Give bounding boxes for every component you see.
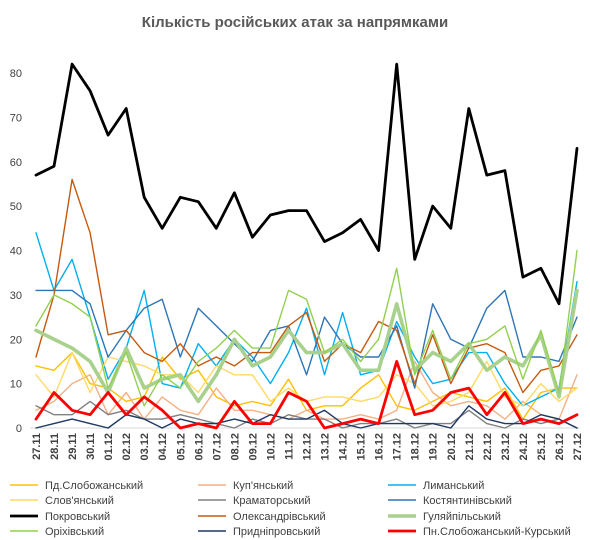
legend-item-kupianskyi: Куп'янський	[198, 480, 293, 492]
legend-label: Пд.Слобожанський	[45, 480, 143, 492]
legend-item-kramatorskyi: Краматорський	[198, 495, 311, 507]
x-tick-label: 06.12	[193, 433, 205, 461]
legend-label: Костянтинівський	[423, 495, 512, 507]
x-tick-label: 19.12	[428, 433, 440, 461]
series-line-kupianskyi	[35, 360, 578, 420]
y-tick-label: 60	[10, 157, 22, 169]
legend-item-prydniprovskyi: Придніпровський	[198, 526, 320, 538]
legend-label: Краматорський	[233, 495, 311, 507]
x-tick-label: 02.12	[121, 433, 133, 461]
y-tick-label: 40	[10, 246, 22, 258]
legend-item-slovianskyi: Слов'янський	[10, 495, 114, 507]
x-tick-label: 10.12	[265, 433, 277, 461]
legend-label: Пн.Слобожанський-Курський	[423, 526, 571, 538]
series-line-huliaipilskyi	[34, 288, 579, 404]
series-line-orikhivskyi	[35, 249, 578, 407]
legend-label: Слов'янський	[45, 495, 114, 507]
legend-item-huliaipilskyi: Гуляйпільський	[388, 511, 501, 523]
legend-item-kostiantynivskyi: Костянтинівський	[388, 495, 512, 507]
series-line-oleksandrivskyi	[35, 178, 578, 394]
x-tick-label: 22.12	[482, 433, 494, 461]
x-tick-label: 18.12	[410, 433, 422, 461]
legend-label: Придніпровський	[233, 526, 320, 538]
legend-label: Гуляйпільський	[423, 511, 501, 523]
legend-label: Олександрівський	[233, 511, 326, 523]
y-tick-label: 10	[10, 379, 22, 391]
x-tick-label: 21.12	[464, 433, 476, 461]
x-tick-label: 13.12	[320, 433, 332, 461]
legend-item-lymanskyi: Лиманський	[388, 480, 484, 492]
y-tick-label: 0	[16, 423, 22, 435]
x-tick-label: 03.12	[139, 433, 151, 461]
x-tick-label: 23.12	[500, 433, 512, 461]
legend-item-oleksandrivskyi: Олександрівський	[198, 511, 326, 523]
x-tick-label: 09.12	[247, 433, 259, 461]
y-tick-label: 70	[10, 112, 22, 124]
legend-item-pn-slobozhanskyi-kurskyi: Пн.Слобожанський-Курський	[388, 526, 571, 538]
x-tick-label: 07.12	[211, 433, 223, 461]
y-tick-label: 50	[10, 201, 22, 213]
x-tick-label: 28.11	[49, 433, 61, 460]
x-tick-label: 17.12	[392, 433, 404, 461]
legend-item-pd-slobozhanskyi: Пд.Слобожанський	[10, 480, 143, 492]
y-tick-label: 80	[10, 68, 22, 80]
x-tick-label: 05.12	[175, 433, 187, 461]
x-tick-label: 27.11	[31, 433, 43, 460]
legend-label: Лиманський	[423, 480, 484, 492]
x-tick-label: 30.11	[85, 433, 97, 460]
x-tick-label: 20.12	[446, 433, 458, 461]
x-tick-label: 04.12	[157, 433, 169, 461]
y-axis: 0 10 20 30 40 50 60 70 80	[10, 68, 22, 435]
y-tick-label: 30	[10, 290, 22, 302]
legend: Пд.Слобожанський Куп'янський Лиманський Сло…	[10, 480, 571, 538]
legend-item-orikhivskyi: Оріхівський	[10, 526, 104, 538]
x-tick-label: 01.12	[103, 433, 115, 461]
legend-label: Покровський	[45, 511, 110, 523]
chart-title: Кількість російських атак за напрямками	[142, 14, 448, 31]
series-line-pn-slobozhanskyi-kurskyi	[34, 359, 579, 430]
x-axis: 27.11 28.11 29.11 30.11 01.12 02.12 03.12 04.12…	[31, 433, 584, 461]
x-tick-label: 27.12	[572, 433, 584, 461]
x-tick-label: 08.12	[229, 433, 241, 461]
x-tick-label: 25.12	[536, 433, 548, 461]
x-tick-label: 29.11	[67, 433, 79, 460]
series-line-pokrovskyi	[34, 62, 579, 306]
legend-label: Оріхівський	[45, 526, 104, 538]
x-tick-label: 12.12	[302, 433, 314, 461]
y-tick-label: 20	[10, 334, 22, 346]
x-tick-label: 15.12	[356, 433, 368, 461]
x-tick-label: 16.12	[374, 433, 386, 461]
x-tick-label: 11.12	[284, 433, 296, 460]
x-tick-label: 14.12	[338, 433, 350, 461]
legend-label: Куп'янський	[233, 480, 293, 492]
x-tick-label: 24.12	[518, 433, 530, 461]
x-tick-label: 26.12	[554, 433, 566, 461]
legend-item-pokrovskyi: Покровський	[10, 511, 110, 523]
plot-area	[34, 62, 579, 430]
